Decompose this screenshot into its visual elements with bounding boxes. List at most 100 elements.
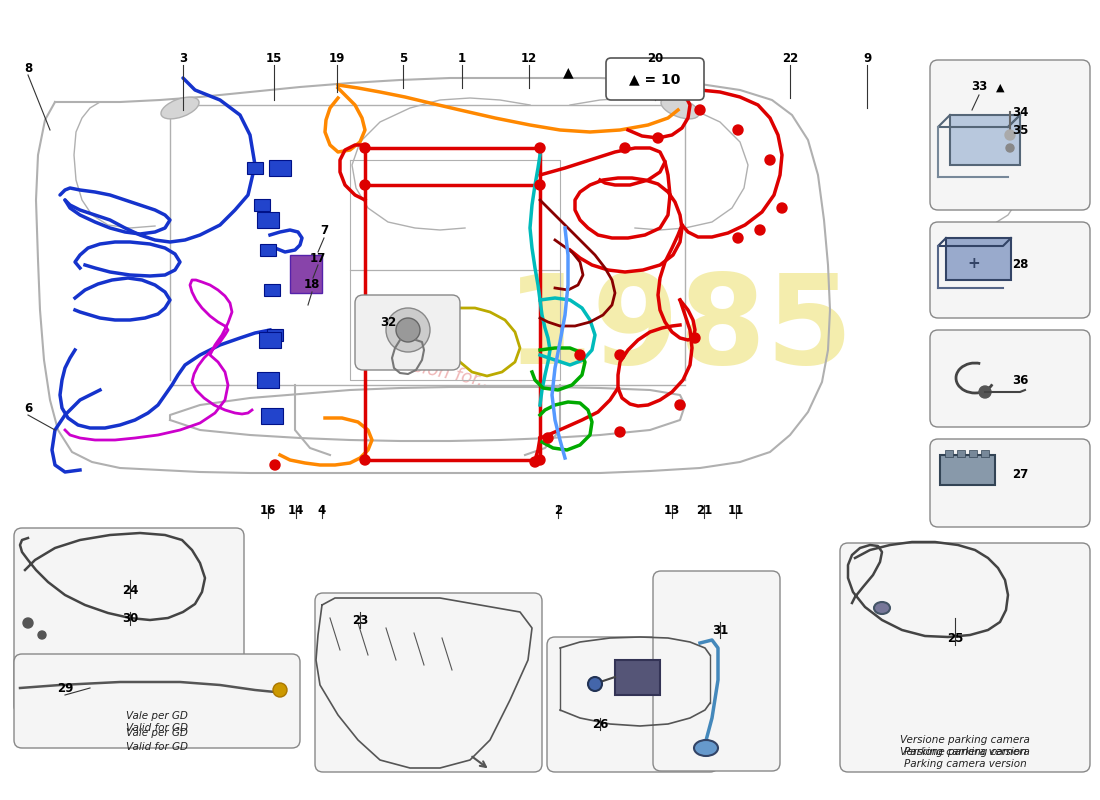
Bar	[969, 450, 977, 457]
Text: 34: 34	[1012, 106, 1028, 118]
FancyBboxPatch shape	[14, 528, 244, 714]
FancyBboxPatch shape	[547, 637, 718, 772]
Bar	[946, 238, 1011, 280]
FancyBboxPatch shape	[840, 543, 1090, 772]
Text: 18: 18	[304, 278, 320, 290]
Text: ▲: ▲	[996, 83, 1004, 93]
Text: 9: 9	[862, 51, 871, 65]
Text: 24: 24	[122, 583, 139, 597]
Text: 26: 26	[592, 718, 608, 730]
Text: Valid for GD: Valid for GD	[126, 742, 188, 752]
Circle shape	[396, 318, 420, 342]
Bar	[267, 329, 283, 341]
Bar	[945, 450, 953, 457]
Text: Versione parking camera: Versione parking camera	[900, 747, 1030, 757]
Circle shape	[1005, 130, 1015, 140]
Circle shape	[690, 333, 700, 343]
Circle shape	[675, 400, 685, 410]
Text: 17: 17	[310, 251, 326, 265]
Text: 21: 21	[696, 503, 712, 517]
Circle shape	[360, 143, 370, 153]
Circle shape	[39, 631, 46, 639]
Circle shape	[755, 225, 764, 235]
Circle shape	[530, 457, 540, 467]
Circle shape	[733, 233, 742, 243]
Bar	[290, 255, 322, 293]
Circle shape	[270, 460, 280, 470]
Circle shape	[979, 386, 991, 398]
Circle shape	[695, 105, 705, 115]
Text: 31: 31	[712, 623, 728, 637]
Text: 1: 1	[458, 51, 466, 65]
Circle shape	[615, 427, 625, 437]
Text: 13: 13	[664, 503, 680, 517]
Text: Vale per GD
Valid for GD: Vale per GD Valid for GD	[126, 711, 188, 733]
FancyBboxPatch shape	[653, 571, 780, 771]
Text: 25: 25	[947, 631, 964, 645]
Text: 14: 14	[288, 503, 305, 517]
FancyBboxPatch shape	[930, 222, 1090, 318]
Text: 1985: 1985	[506, 270, 854, 390]
Text: 36: 36	[1012, 374, 1028, 386]
Text: ▲ = 10: ▲ = 10	[629, 72, 681, 86]
Text: 27: 27	[1012, 467, 1028, 481]
Text: 30: 30	[122, 611, 139, 625]
Text: 7: 7	[320, 223, 328, 237]
FancyBboxPatch shape	[930, 439, 1090, 527]
Text: 11: 11	[728, 503, 744, 517]
Text: ▲: ▲	[563, 65, 573, 79]
Circle shape	[535, 143, 544, 153]
Ellipse shape	[874, 602, 890, 614]
Ellipse shape	[694, 740, 718, 756]
Bar	[260, 244, 276, 256]
Text: Versione parking camera
Parking camera version: Versione parking camera Parking camera v…	[900, 735, 1030, 757]
FancyBboxPatch shape	[14, 654, 300, 748]
Text: 16: 16	[260, 503, 276, 517]
Text: +: +	[968, 255, 980, 270]
Text: 8: 8	[24, 62, 32, 74]
Text: 20: 20	[647, 51, 663, 65]
Circle shape	[653, 133, 663, 143]
Circle shape	[535, 180, 544, 190]
Circle shape	[535, 455, 544, 465]
Circle shape	[386, 308, 430, 352]
Bar	[257, 212, 279, 228]
FancyBboxPatch shape	[355, 295, 460, 370]
Text: 15: 15	[266, 51, 283, 65]
Circle shape	[777, 203, 786, 213]
Bar	[258, 332, 280, 348]
Circle shape	[273, 683, 287, 697]
Text: 23: 23	[352, 614, 368, 626]
Text: 29: 29	[57, 682, 74, 694]
Text: 5: 5	[399, 51, 407, 65]
Circle shape	[620, 143, 630, 153]
Circle shape	[23, 618, 33, 628]
Circle shape	[543, 433, 553, 443]
Circle shape	[733, 125, 742, 135]
Text: 22: 22	[782, 51, 799, 65]
Text: Vale per GD: Vale per GD	[126, 728, 188, 738]
Bar	[248, 162, 263, 174]
Text: 35: 35	[1012, 123, 1028, 137]
FancyBboxPatch shape	[930, 60, 1090, 210]
FancyBboxPatch shape	[606, 58, 704, 100]
Bar	[261, 408, 283, 424]
Bar	[981, 450, 989, 457]
Circle shape	[360, 455, 370, 465]
Circle shape	[615, 350, 625, 360]
Ellipse shape	[161, 97, 199, 119]
Ellipse shape	[661, 97, 698, 119]
Circle shape	[1006, 144, 1014, 152]
Text: Parking camera version: Parking camera version	[903, 759, 1026, 769]
Text: 2: 2	[554, 503, 562, 517]
Bar	[615, 660, 660, 695]
Text: 28: 28	[1012, 258, 1028, 271]
Bar	[957, 450, 965, 457]
Text: a passion for...: a passion for...	[364, 347, 496, 393]
Bar	[257, 372, 279, 388]
Bar	[270, 160, 292, 176]
FancyBboxPatch shape	[930, 330, 1090, 427]
Bar	[264, 284, 280, 296]
Text: 19: 19	[329, 51, 345, 65]
Text: 12: 12	[521, 51, 537, 65]
